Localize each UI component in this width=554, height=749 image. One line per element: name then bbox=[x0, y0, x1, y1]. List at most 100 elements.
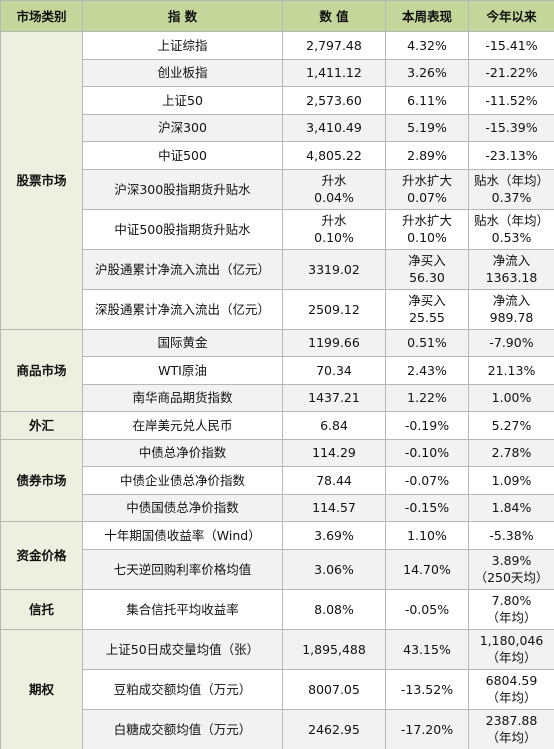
index-name: 中证500 bbox=[82, 141, 283, 170]
table-row: 商品市场 国际黄金 1199.66 0.51% -7.90% bbox=[0, 328, 554, 412]
data-cell: 净流入 1363.18 bbox=[468, 248, 554, 290]
data-cell: 升水 0.10% bbox=[282, 208, 386, 250]
index-name: 中债企业债总净价指数 bbox=[82, 466, 283, 495]
cell-line: 25.55 bbox=[409, 310, 445, 325]
header-cell: 今年以来 bbox=[468, 0, 554, 32]
data-cell: -21.22% bbox=[468, 58, 554, 87]
table-row: 沪股通累计净流入流出（亿元） 3319.02 净买入 56.30 净流入 1363.18 bbox=[1, 248, 554, 290]
index-name: 国际黄金 bbox=[82, 328, 283, 357]
index-name: 上证50 bbox=[82, 86, 283, 115]
cell-line: 0.04% bbox=[314, 190, 354, 205]
cell-line: 净买入 bbox=[408, 253, 446, 268]
data-cell: 5.27% bbox=[468, 411, 554, 440]
cell-line: 0.07% bbox=[407, 190, 447, 205]
cell-line: 0.53% bbox=[491, 230, 532, 245]
table-row: 白糖成交额均值（万元） 2462.95 -17.20% 2387.88 （年均） bbox=[1, 708, 554, 749]
cell-line: （年均） bbox=[486, 610, 537, 625]
table-row: 债券市场 中债总净价指数 114.29 -0.10% 2.78% bbox=[0, 438, 554, 522]
cell-line: 989.78 bbox=[489, 310, 534, 325]
data-cell: 升水扩大 0.07% bbox=[385, 168, 469, 210]
data-cell: 升水扩大 0.10% bbox=[385, 208, 469, 250]
data-cell: 1.84% bbox=[468, 493, 554, 522]
data-cell: 3.06% bbox=[282, 548, 386, 590]
data-cell: -17.20% bbox=[385, 708, 469, 749]
table-row: 信托 集合信托平均收益率 8.08% -0.05% 7.80% （年均） bbox=[0, 588, 554, 630]
table-row: 七天逆回购利率价格均值 3.06% 14.70% 3.89% （250天均） bbox=[1, 548, 554, 590]
index-name: WTI原油 bbox=[82, 356, 283, 385]
data-cell: -5.38% bbox=[468, 521, 554, 550]
index-name: 创业板指 bbox=[82, 58, 283, 87]
index-name: 南华商品期货指数 bbox=[82, 383, 283, 412]
data-cell: 2.78% bbox=[468, 438, 554, 467]
market-category: 股票市场 bbox=[0, 31, 83, 330]
market-category: 信托 bbox=[0, 588, 83, 630]
data-cell: -15.41% bbox=[468, 31, 554, 60]
table-row: 资金价格 十年期国债收益率（Wind） 3.69% 1.10% -5.38% bbox=[0, 521, 554, 590]
data-cell: 3.89% （250天均） bbox=[468, 548, 554, 590]
data-cell: 1,180,046 （年均） bbox=[468, 628, 554, 670]
table-row: 股票市场 上证综指 2,797.48 4.32% -15.41% bbox=[0, 31, 554, 330]
data-cell: -11.52% bbox=[468, 86, 554, 115]
data-cell: 114.57 bbox=[282, 493, 386, 522]
data-cell: 78.44 bbox=[282, 466, 386, 495]
index-name: 白糖成交额均值（万元） bbox=[82, 708, 283, 749]
table-row: 期权 上证50日成交量均值（张） 1,895,488 43.15% 1,180,046 （… bbox=[0, 628, 554, 749]
data-cell: 6.11% bbox=[385, 86, 469, 115]
data-cell: 2.89% bbox=[385, 141, 469, 170]
market-category: 资金价格 bbox=[0, 521, 83, 590]
table-row: 沪深300 3,410.49 5.19% -15.39% bbox=[1, 113, 554, 142]
table-row: 豆粕成交额均值（万元） 8007.05 -13.52% 6804.59 （年均） bbox=[1, 668, 554, 710]
market-category: 债券市场 bbox=[0, 438, 83, 522]
table-row: WTI原油 70.34 2.43% 21.13% bbox=[1, 356, 554, 385]
cell-line: 1,180,046 bbox=[479, 633, 544, 648]
data-cell: 贴水（年均） 0.53% bbox=[468, 208, 554, 250]
index-name: 七天逆回购利率价格均值 bbox=[82, 548, 283, 590]
index-name: 中债国债总净价指数 bbox=[82, 493, 283, 522]
data-cell: 1199.66 bbox=[282, 328, 386, 357]
data-cell: 1.22% bbox=[385, 383, 469, 412]
data-cell: 3,410.49 bbox=[282, 113, 386, 142]
cell-line: 净流入 bbox=[492, 293, 531, 308]
table-row: 外汇 在岸美元兑人民币 6.84 -0.19% 5.27% bbox=[0, 411, 554, 440]
index-name: 沪深300股指期货升贴水 bbox=[82, 168, 283, 210]
table-row: 中债国债总净价指数 114.57 -0.15% 1.84% bbox=[1, 493, 554, 522]
data-cell: 3319.02 bbox=[282, 248, 386, 290]
index-name: 十年期国债收益率（Wind） bbox=[82, 521, 283, 550]
data-cell: 8007.05 bbox=[282, 668, 386, 710]
table-row: 上证50 2,573.60 6.11% -11.52% bbox=[1, 86, 554, 115]
data-cell: 4.32% bbox=[385, 31, 469, 60]
cell-line: （250天均） bbox=[474, 570, 549, 585]
data-cell: -23.13% bbox=[468, 141, 554, 170]
table-row: 创业板指 1,411.12 3.26% -21.22% bbox=[1, 58, 554, 87]
data-cell: 净流入 989.78 bbox=[468, 288, 554, 330]
cell-line: 升水 bbox=[321, 213, 347, 228]
data-cell: -0.05% bbox=[385, 588, 469, 630]
data-cell: 净买入 25.55 bbox=[385, 288, 469, 330]
table-row: 中债企业债总净价指数 78.44 -0.07% 1.09% bbox=[1, 466, 554, 495]
data-cell: 43.15% bbox=[385, 628, 469, 670]
cell-line: 56.30 bbox=[409, 270, 445, 285]
cell-line: 7.80% bbox=[491, 593, 532, 608]
header-cell: 指 数 bbox=[82, 0, 283, 32]
cell-line: 贴水（年均） bbox=[473, 173, 549, 188]
data-cell: -0.15% bbox=[385, 493, 469, 522]
index-name: 中债总净价指数 bbox=[82, 438, 283, 467]
cell-line: 2387.88 bbox=[485, 713, 538, 728]
index-name: 上证综指 bbox=[82, 31, 283, 60]
data-cell: -0.19% bbox=[385, 411, 469, 440]
market-category: 期权 bbox=[0, 628, 83, 749]
table-row: 中证500 4,805.22 2.89% -23.13% bbox=[1, 141, 554, 170]
data-cell: 0.51% bbox=[385, 328, 469, 357]
data-cell: 1.00% bbox=[468, 383, 554, 412]
table-row: 深股通累计净流入流出（亿元） 2509.12 净买入 25.55 净流入 989.78 bbox=[1, 288, 554, 330]
data-cell: -0.07% bbox=[385, 466, 469, 495]
data-cell: 21.13% bbox=[468, 356, 554, 385]
data-cell: -0.10% bbox=[385, 438, 469, 467]
table-row: 中证500股指期货升贴水 升水 0.10% 升水扩大 0.10% 贴水（年均） 0.53% bbox=[1, 208, 554, 250]
data-cell: 2462.95 bbox=[282, 708, 386, 749]
data-cell: 1,895,488 bbox=[282, 628, 386, 670]
data-cell: -7.90% bbox=[468, 328, 554, 357]
data-cell: 升水 0.04% bbox=[282, 168, 386, 210]
